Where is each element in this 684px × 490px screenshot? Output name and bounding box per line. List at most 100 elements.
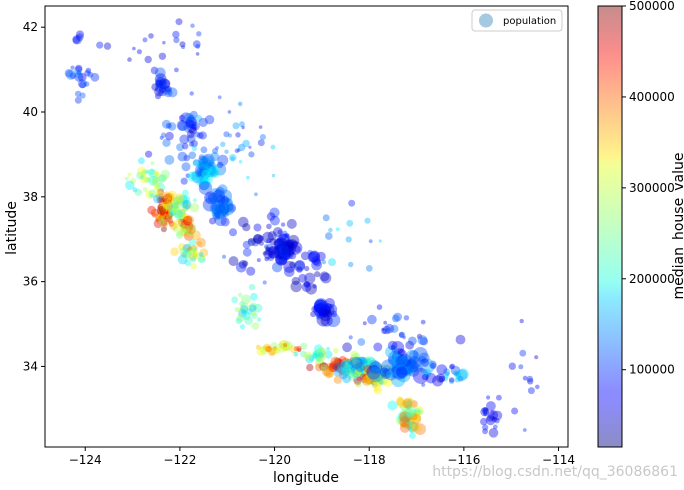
data-point (212, 148, 219, 154)
data-point (375, 368, 385, 377)
data-point (381, 369, 391, 380)
data-point (359, 369, 365, 375)
data-point (353, 378, 362, 386)
data-point (319, 308, 332, 322)
data-point (375, 372, 382, 379)
data-point (172, 219, 183, 230)
data-point (202, 197, 217, 212)
data-point (242, 247, 252, 257)
data-point (359, 368, 366, 375)
data-point (275, 253, 288, 266)
data-point (164, 85, 171, 93)
data-point (284, 233, 290, 239)
data-point (144, 169, 149, 174)
data-point (353, 356, 362, 366)
data-point (157, 211, 167, 221)
data-point (198, 154, 205, 161)
x-tick-label: −124 (69, 453, 102, 467)
data-point (397, 396, 403, 401)
data-point (436, 364, 448, 375)
data-point (150, 66, 159, 75)
data-point (332, 364, 339, 370)
data-point (186, 250, 196, 260)
data-point (181, 45, 186, 50)
data-point (156, 215, 166, 225)
data-point (317, 304, 330, 317)
data-point (406, 410, 415, 419)
data-point (159, 193, 164, 198)
data-point (313, 353, 318, 358)
data-point (197, 155, 208, 166)
data-point (197, 241, 203, 246)
x-axis-title: longitude (273, 470, 339, 486)
data-point (392, 353, 407, 368)
data-point (220, 217, 230, 227)
data-point (158, 174, 167, 183)
data-point (443, 368, 451, 376)
data-point (432, 375, 444, 387)
data-point (370, 362, 383, 374)
data-point (254, 192, 258, 197)
data-point (326, 313, 341, 328)
data-point (287, 239, 298, 250)
data-point (175, 231, 184, 239)
data-point (155, 182, 166, 193)
data-point (326, 303, 338, 315)
data-point (480, 407, 490, 417)
data-point (276, 246, 291, 260)
data-point (375, 379, 383, 387)
data-point (323, 368, 334, 379)
x-tick-label: −120 (258, 453, 291, 467)
data-point (316, 356, 321, 361)
data-point (335, 227, 340, 232)
data-point (402, 408, 408, 414)
data-point (394, 364, 409, 380)
data-point (212, 169, 219, 176)
data-point (265, 345, 272, 353)
data-point (151, 209, 156, 214)
data-point (196, 171, 209, 184)
data-point (90, 72, 100, 82)
data-point (404, 359, 417, 372)
data-point (217, 184, 228, 195)
data-point (179, 227, 189, 237)
data-point (196, 166, 207, 176)
data-point (165, 86, 173, 93)
data-point (365, 357, 377, 369)
data-point (372, 376, 383, 386)
data-point (301, 282, 312, 292)
data-point (154, 73, 167, 86)
data-point (188, 222, 196, 230)
data-point (379, 367, 390, 377)
data-point (277, 242, 290, 255)
x-tick-label: −118 (353, 453, 386, 467)
data-point (158, 80, 167, 89)
data-point (371, 375, 381, 384)
data-point (172, 197, 183, 208)
data-point (79, 81, 87, 89)
data-point (283, 253, 290, 261)
data-point (269, 348, 276, 356)
data-point (159, 85, 166, 93)
data-point (365, 366, 373, 374)
data-point (143, 176, 150, 183)
data-point (395, 359, 411, 375)
data-point (346, 219, 354, 227)
y-tick-label: 34 (23, 359, 38, 373)
data-point (383, 372, 388, 377)
data-point (351, 363, 363, 376)
data-point (278, 342, 284, 348)
data-point (369, 372, 379, 381)
data-point (369, 371, 378, 381)
data-point (177, 121, 188, 131)
data-point (347, 365, 355, 372)
data-point (176, 228, 185, 237)
data-point (187, 119, 194, 126)
data-point (367, 377, 374, 384)
data-point (162, 198, 170, 205)
data-point (369, 373, 379, 383)
data-point (348, 199, 356, 207)
data-point (203, 164, 217, 178)
data-point (181, 162, 191, 172)
data-point (347, 360, 352, 365)
